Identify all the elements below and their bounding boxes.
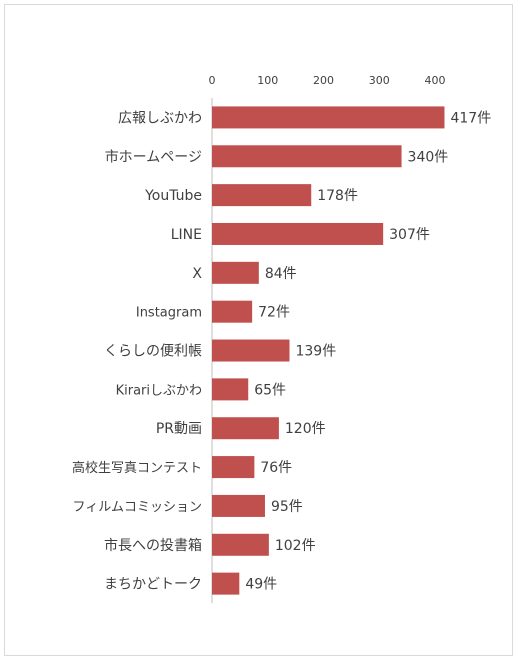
bar	[212, 533, 269, 556]
data-label: 84件	[265, 266, 297, 282]
category-label: 広報しぶかわ	[118, 110, 202, 126]
bar	[212, 222, 384, 245]
category-label: 市長への投書箱	[104, 537, 202, 554]
category-label: 市ホームページ	[105, 148, 202, 165]
category-label: X	[192, 266, 202, 282]
data-label: 417件	[450, 110, 491, 126]
data-label: 65件	[254, 382, 286, 398]
bar	[212, 456, 255, 479]
x-tick-label: 300	[369, 74, 390, 87]
data-label: 139件	[295, 344, 336, 360]
bar	[212, 339, 290, 362]
data-label: 76件	[260, 460, 292, 476]
bar	[212, 145, 402, 168]
bar	[212, 261, 259, 284]
category-label: 高校生写真コンテスト	[72, 460, 202, 476]
bar	[212, 572, 240, 595]
data-label: 178件	[317, 188, 358, 204]
category-label: LINE	[171, 227, 202, 243]
bar	[212, 184, 312, 207]
x-tick-label: 200	[313, 74, 334, 87]
category-label: PR動画	[156, 421, 202, 437]
data-label: 102件	[275, 538, 316, 554]
x-tick-label: 400	[425, 74, 446, 87]
category-label: フィルムコミッション	[73, 500, 202, 515]
category-label: まちかどトーク	[104, 577, 202, 593]
category-label: Instagram	[136, 306, 202, 321]
data-label: 72件	[258, 305, 290, 321]
data-label: 307件	[389, 227, 430, 243]
category-label: くらしの便利帳	[104, 344, 202, 360]
data-label: 340件	[408, 149, 449, 165]
data-label: 95件	[271, 499, 303, 515]
bar	[212, 106, 445, 129]
bar	[212, 300, 253, 323]
category-label: Kirariしぶかわ	[116, 383, 202, 398]
bar	[212, 378, 249, 401]
data-label: 120件	[285, 421, 326, 437]
data-label: 49件	[245, 577, 277, 593]
x-tick-label: 100	[257, 74, 278, 87]
category-label: YouTube	[144, 188, 202, 204]
bar	[212, 417, 279, 440]
bar	[212, 494, 265, 517]
x-tick-label: 0	[209, 74, 216, 87]
